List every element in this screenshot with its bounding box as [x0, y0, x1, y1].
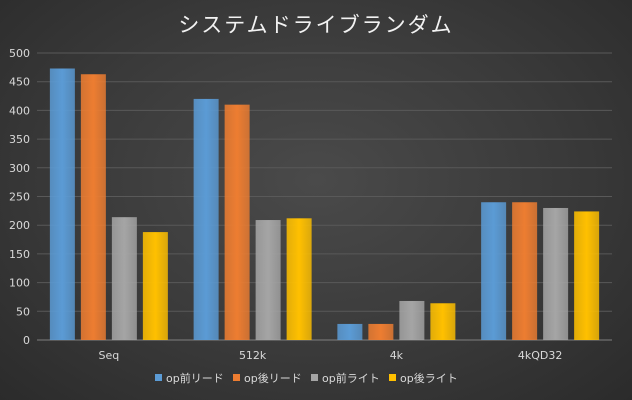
y-tick-label: 350 — [9, 133, 30, 146]
y-tick-label: 200 — [9, 219, 30, 232]
legend-label: op後リード — [244, 371, 302, 385]
legend-label: op前リード — [166, 371, 224, 385]
legend-item: op後ライト — [389, 371, 458, 385]
y-tick-label: 50 — [16, 305, 30, 318]
legend-swatch — [233, 374, 240, 381]
x-axis: Seq 512k 4k 4kQD32 — [99, 349, 563, 362]
bar-Seq-op後ライト — [142, 232, 168, 340]
bar-512k-op後ライト — [286, 218, 312, 340]
legend-label: op後ライト — [400, 371, 458, 385]
y-tick-label: 500 — [9, 47, 30, 60]
bar-4k-op後リード — [368, 323, 394, 340]
legend: op前リード op後リード op前ライト op後ライト — [155, 371, 458, 385]
bar-512k-op後リード — [224, 104, 250, 340]
legend-item: op前リード — [155, 371, 224, 385]
bar-4k-op後ライト — [430, 303, 456, 340]
y-tick-label: 150 — [9, 248, 30, 261]
bar-512k-op前ライト — [255, 220, 281, 340]
legend-swatch — [389, 374, 396, 381]
legend-item: op後リード — [233, 371, 302, 385]
y-tick-label: 300 — [9, 162, 30, 175]
bar-Seq-op後リード — [80, 74, 106, 340]
y-tick-label: 0 — [23, 334, 30, 347]
bar-Seq-op前リード — [49, 68, 75, 341]
chart-title: システムドライブランダム — [178, 13, 453, 37]
x-tick-label: 4kQD32 — [518, 349, 563, 362]
y-tick-label: 100 — [9, 277, 30, 290]
y-tick-label: 400 — [9, 104, 30, 117]
x-tick-label: Seq — [99, 349, 120, 362]
legend-swatch — [155, 374, 162, 381]
legend-item: op前ライト — [311, 371, 380, 385]
x-tick-label: 512k — [239, 349, 267, 362]
y-axis: 0 50 100 150 200 250 300 350 400 450 500 — [9, 47, 30, 347]
bars — [49, 68, 600, 341]
y-tick-label: 450 — [9, 76, 30, 89]
bar-4k-op前ライト — [399, 300, 425, 340]
bar-4kQD32-op後リード — [512, 202, 538, 340]
bar-512k-op前リード — [193, 98, 219, 340]
legend-swatch — [311, 374, 318, 381]
bar-4kQD32-op前ライト — [543, 207, 569, 340]
x-tick-label: 4k — [390, 349, 404, 362]
bar-4kQD32-op後ライト — [574, 211, 600, 340]
legend-label: op前ライト — [322, 371, 380, 385]
bar-4kQD32-op前リード — [481, 202, 507, 340]
bar-Seq-op前ライト — [111, 217, 137, 340]
y-tick-label: 250 — [9, 191, 30, 204]
bar-4k-op前リード — [337, 323, 363, 340]
